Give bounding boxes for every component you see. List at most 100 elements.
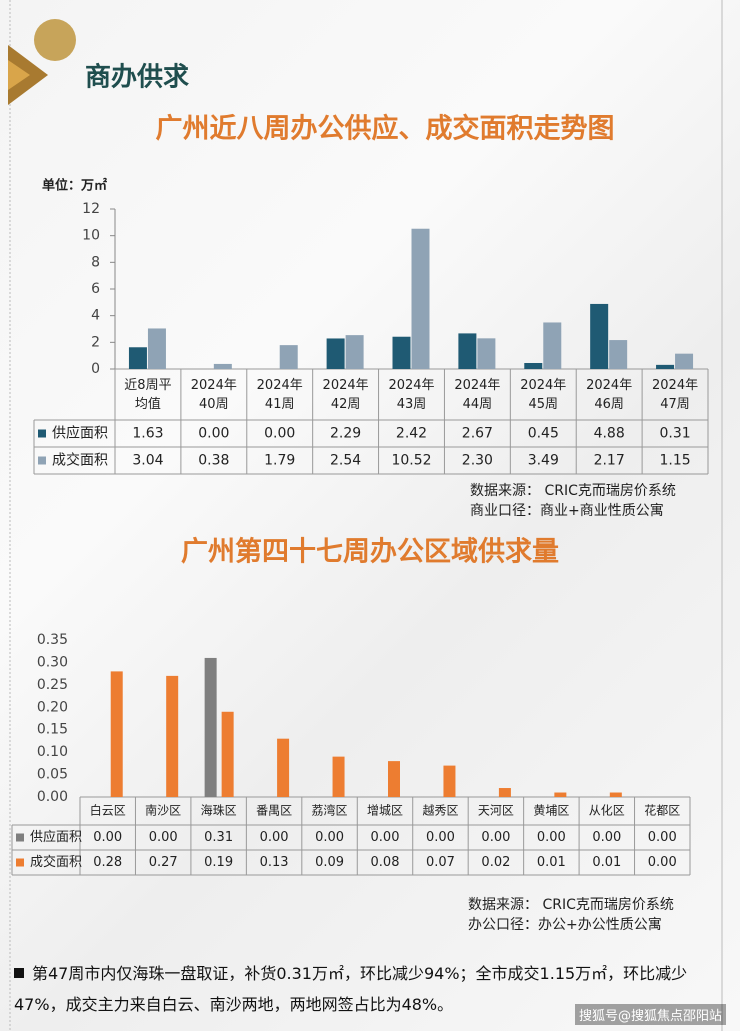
table-value: 0.45	[528, 426, 559, 442]
x-category-box: 2024年43周	[379, 369, 445, 420]
x-category: 2024年43周	[379, 369, 445, 420]
legend-label: 供应面积	[30, 829, 82, 845]
bar	[477, 338, 496, 369]
x-category: 2024年44周	[454, 377, 501, 412]
decor-circle	[34, 19, 76, 61]
table-value: 0.00	[264, 426, 295, 442]
y-tick-label: 0.25	[37, 677, 68, 693]
bar	[554, 792, 567, 797]
bar	[166, 675, 179, 797]
table-value: 2.54	[330, 453, 361, 469]
x-category-box: 2024年45周	[510, 369, 576, 420]
annotation: 数据来源： CRIC克而瑞房价系统	[470, 483, 676, 499]
bar	[524, 363, 543, 369]
x-category-box: 2024年40周	[181, 369, 247, 420]
table-value: 0.01	[592, 855, 621, 870]
x-tick-label: 2024年40周	[190, 377, 237, 412]
x-tick-label: 番禺区	[256, 804, 292, 818]
bar	[498, 788, 511, 797]
bar	[213, 363, 232, 369]
x-tick-label: 黄埔区	[533, 804, 569, 818]
x-category-box: 2024年47周	[642, 369, 708, 420]
chart-title: 广州近八周办公供应、成交面积走势图	[156, 113, 615, 145]
x-category-box: 2024年46周	[576, 369, 642, 420]
y-tick-label: 0.10	[37, 744, 68, 760]
bar	[392, 336, 411, 369]
legend-swatch	[38, 456, 46, 465]
annotation: 数据来源： CRIC克而瑞房价系统	[468, 897, 674, 913]
bar	[443, 765, 456, 797]
bar	[609, 340, 628, 369]
table-value: 1.15	[659, 453, 690, 469]
bar	[458, 333, 477, 369]
x-category: 2024年47周	[642, 369, 708, 420]
y-tick-label: 0.20	[37, 699, 68, 715]
y-tick-label: 2	[91, 334, 100, 350]
y-tick-label: 0.35	[37, 632, 68, 648]
watermark: 搜狐号@搜狐焦点邵阳站	[574, 1004, 726, 1025]
y-tick-label: 0	[91, 361, 100, 377]
bar	[411, 228, 430, 369]
y-tick-label: 10	[82, 228, 100, 244]
table-value: 1.79	[264, 453, 295, 469]
chart-title: 广州第四十七周办公区域供求量	[181, 536, 559, 568]
bar	[332, 756, 345, 797]
table-value: 0.19	[204, 855, 233, 870]
bar	[204, 657, 217, 797]
legend-label: 供应面积	[52, 425, 108, 442]
table-value: 0.07	[426, 855, 455, 870]
x-tick-label: 近8周平均值	[124, 377, 172, 412]
x-category-box: 2024年42周	[313, 369, 379, 420]
bar	[675, 353, 694, 369]
x-tick-label: 2024年41周	[256, 377, 303, 412]
table-value: 0.00	[537, 830, 566, 845]
x-tick-label: 2024年44周	[454, 377, 501, 412]
table-value: 10.52	[391, 453, 431, 469]
table-value: 0.27	[149, 855, 178, 870]
x-tick-label: 天河区	[478, 804, 514, 818]
legend-swatch	[38, 429, 46, 438]
annotation: 商业口径：商业+商业性质公寓	[470, 502, 664, 519]
x-tick-label: 荔湾区	[312, 803, 348, 818]
y-tick-label: 0.30	[37, 654, 68, 670]
bar	[128, 347, 147, 369]
bar	[110, 671, 123, 797]
x-tick-label: 南沙区	[145, 803, 181, 818]
legend-swatch	[16, 833, 24, 842]
y-label: 单位：万㎡	[42, 178, 107, 194]
y-tick-label: 6	[91, 281, 100, 297]
x-tick-label: 花都区	[644, 803, 680, 818]
y-tick-label: 0.05	[37, 767, 68, 783]
x-category: 2024年42周	[313, 369, 379, 420]
table-value: 0.00	[592, 830, 621, 845]
legend-label: 成交面积	[52, 452, 108, 469]
table-value: 3.04	[132, 453, 163, 469]
table-value: 0.00	[198, 426, 229, 442]
bar	[609, 792, 622, 797]
x-category: 2024年45周	[510, 369, 576, 420]
table-value: 2.42	[396, 426, 427, 442]
x-category: 2024年46周	[576, 369, 642, 420]
table-value: 0.02	[481, 855, 510, 870]
y-tick-label: 0.15	[37, 722, 68, 738]
bar	[221, 711, 234, 797]
x-tick-label: 2024年45周	[520, 377, 567, 412]
bar	[345, 335, 364, 369]
legend-swatch	[16, 858, 24, 867]
x-tick-label: 2024年43周	[388, 377, 435, 412]
table-value: 0.01	[537, 855, 566, 870]
x-tick-label: 2024年47周	[652, 377, 699, 412]
section-title: 商办供求	[85, 62, 189, 93]
table-value: 0.00	[371, 830, 400, 845]
x-category-box: 2024年41周	[247, 369, 313, 420]
table-value: 0.00	[648, 830, 677, 845]
annotation: 办公口径：办公+办公性质公寓	[468, 916, 662, 933]
x-category: 2024年41周	[247, 369, 313, 420]
table-value: 0.00	[93, 830, 122, 845]
y-tick-label: 12	[82, 201, 100, 217]
table-value: 0.00	[149, 830, 178, 845]
x-tick-label: 从化区	[589, 804, 625, 818]
table-value: 0.00	[648, 855, 677, 870]
